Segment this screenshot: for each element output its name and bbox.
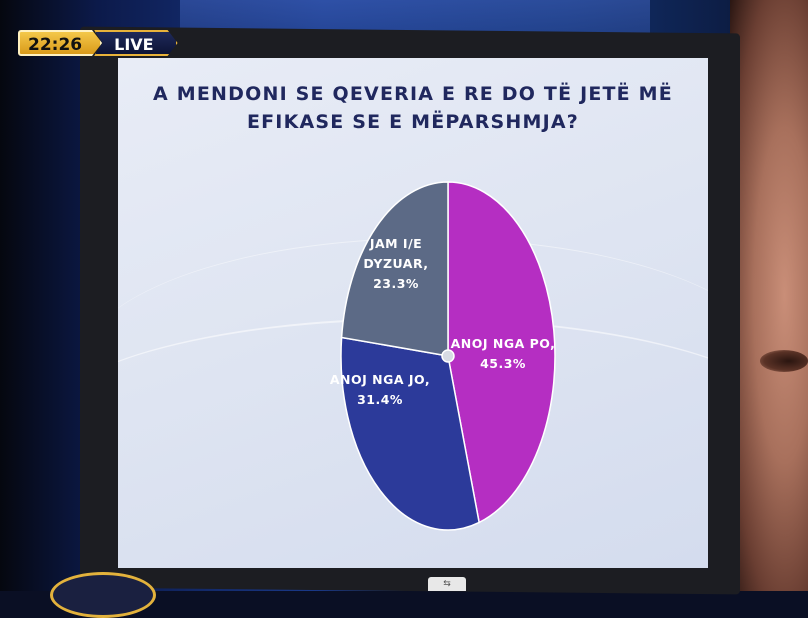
pie-label-1-line-1: 31.4% — [357, 392, 403, 407]
pie-label-0: ANOJ NGA PO, 45.3% — [451, 336, 556, 371]
pie-label-0-line-1: 45.3% — [480, 356, 526, 371]
live-label: LIVE — [94, 30, 178, 56]
pie-label-0-line-0: ANOJ NGA PO, — [451, 336, 556, 351]
poll-screen: A MENDONI SE QEVERIA E RE DO TË JETË MË … — [118, 58, 708, 568]
pie-label-1: ANOJ NGA JO, 31.4% — [330, 372, 430, 407]
channel-badge — [50, 572, 156, 618]
pie-label-1-line-0: ANOJ NGA JO, — [330, 372, 430, 387]
pie-chart: ANOJ NGA PO, 45.3% ANOJ NGA JO, 31.4% JAM I/… — [330, 181, 556, 531]
pie-slice-1 — [340, 336, 480, 531]
screen-tab: ⇆ — [428, 577, 466, 591]
pie-slice-2 — [340, 181, 449, 357]
pie-label-2: JAM I/E DYZUAR, 23.3% — [363, 236, 428, 291]
pie-label-2-line-0: JAM I/E — [369, 236, 422, 251]
chart-title-line-1: A MENDONI SE QEVERIA E RE DO TË JETË MË — [153, 83, 673, 105]
pie-slice-0 — [447, 181, 556, 524]
pie-label-2-line-1: DYZUAR, — [363, 256, 428, 271]
presenter-face — [730, 0, 808, 591]
chart-title-line-2: EFIKASE SE E MËPARSHMJA? — [246, 111, 580, 133]
pie-label-2-line-2: 23.3% — [373, 276, 419, 291]
chart-title: A MENDONI SE QEVERIA E RE DO TË JETË MË … — [118, 80, 708, 136]
live-bug: 22:26 LIVE — [18, 30, 178, 56]
presenter-eye — [760, 350, 808, 372]
broadcast-time: 22:26 — [18, 30, 103, 56]
pie-center-hub — [441, 349, 455, 363]
